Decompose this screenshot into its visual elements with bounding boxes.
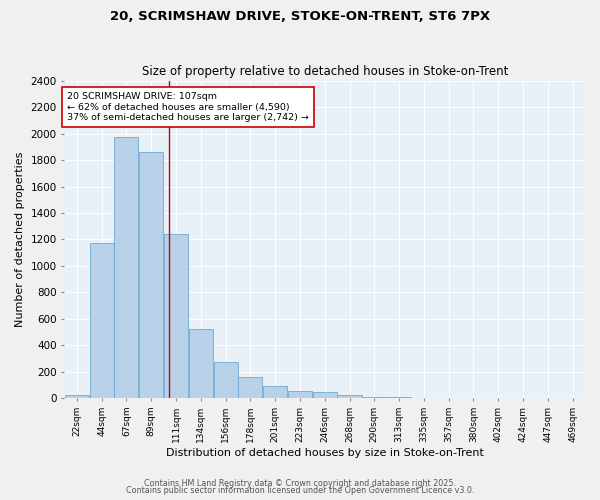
Bar <box>214 362 238 398</box>
Text: Contains public sector information licensed under the Open Government Licence v3: Contains public sector information licen… <box>126 486 474 495</box>
Bar <box>313 392 337 398</box>
Y-axis label: Number of detached properties: Number of detached properties <box>15 152 25 327</box>
Title: Size of property relative to detached houses in Stoke-on-Trent: Size of property relative to detached ho… <box>142 66 508 78</box>
Text: 20 SCRIMSHAW DRIVE: 107sqm
← 62% of detached houses are smaller (4,590)
37% of s: 20 SCRIMSHAW DRIVE: 107sqm ← 62% of deta… <box>67 92 309 122</box>
Bar <box>115 136 139 398</box>
Text: 20, SCRIMSHAW DRIVE, STOKE-ON-TRENT, ST6 7PX: 20, SCRIMSHAW DRIVE, STOKE-ON-TRENT, ST6… <box>110 10 490 23</box>
Text: Contains HM Land Registry data © Crown copyright and database right 2025.: Contains HM Land Registry data © Crown c… <box>144 478 456 488</box>
Bar <box>337 395 362 398</box>
Bar <box>139 152 163 398</box>
Bar <box>288 390 312 398</box>
Bar <box>238 378 262 398</box>
Bar <box>189 330 213 398</box>
Bar <box>263 386 287 398</box>
Bar <box>65 394 89 398</box>
Bar <box>89 244 113 398</box>
X-axis label: Distribution of detached houses by size in Stoke-on-Trent: Distribution of detached houses by size … <box>166 448 484 458</box>
Bar <box>164 234 188 398</box>
Bar <box>362 396 386 398</box>
